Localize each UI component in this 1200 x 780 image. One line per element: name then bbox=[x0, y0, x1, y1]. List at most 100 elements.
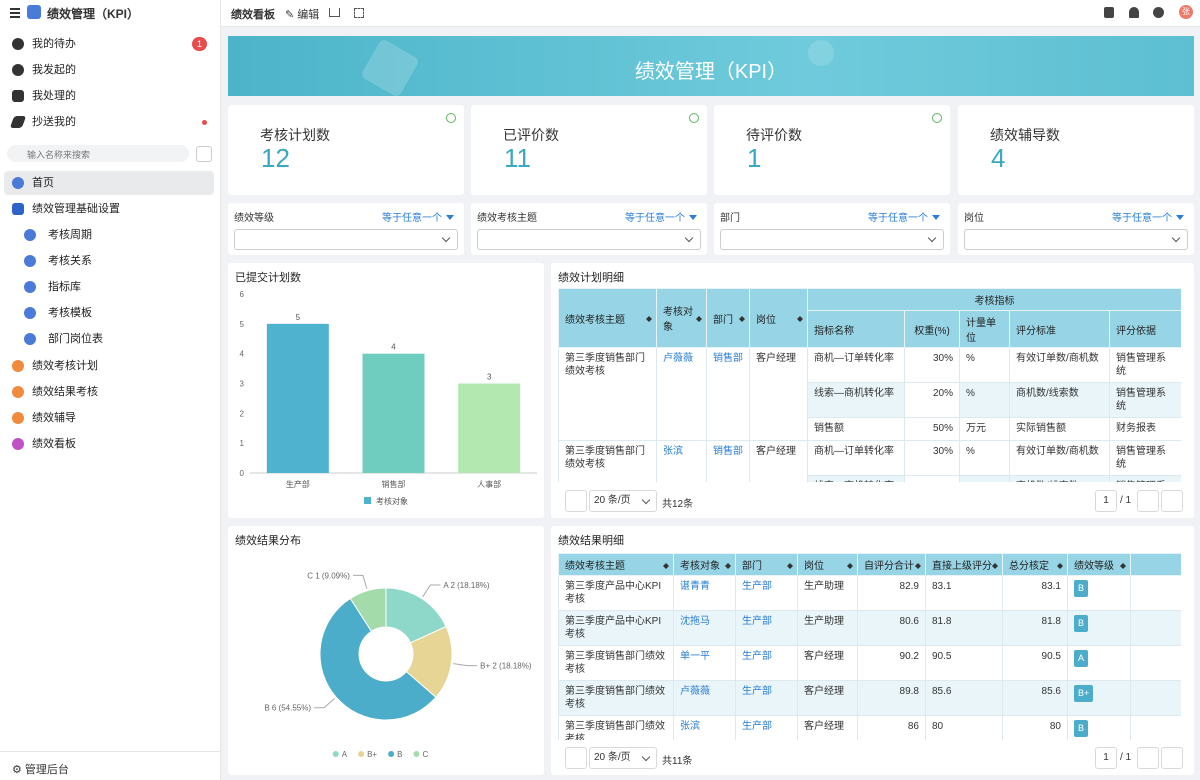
nav-item[interactable]: 绩效看板 bbox=[4, 432, 214, 456]
prev-page[interactable] bbox=[1137, 747, 1159, 769]
operator-text: 等于任意一个 bbox=[868, 213, 928, 224]
toggle-columns[interactable] bbox=[565, 490, 587, 512]
search[interactable]: 输入名称来搜索 bbox=[7, 145, 189, 162]
fullscreen-button[interactable] bbox=[354, 8, 364, 18]
sort-up bbox=[696, 313, 702, 319]
next-page[interactable] bbox=[1161, 747, 1183, 769]
task-item[interactable]: 我发起的 bbox=[4, 58, 214, 82]
nav-item[interactable]: 考核周期 bbox=[4, 223, 214, 247]
dept[interactable]: 销售部 bbox=[706, 347, 750, 441]
grade-badge: B bbox=[1074, 720, 1089, 737]
nav-item[interactable]: 考核模板 bbox=[4, 301, 214, 325]
chevron bbox=[441, 233, 451, 243]
sort-down bbox=[847, 565, 853, 572]
filter-select[interactable] bbox=[234, 229, 458, 250]
dept[interactable]: 销售部 bbox=[706, 440, 750, 482]
indicator-cell: 50% bbox=[904, 417, 960, 441]
indicator-cell: % bbox=[959, 475, 1010, 482]
help-button[interactable] bbox=[1153, 7, 1164, 18]
icon bbox=[12, 438, 24, 450]
filter-operator[interactable]: 等于任意一个 bbox=[625, 209, 697, 224]
cell: 83.1 bbox=[925, 575, 1003, 611]
next-page[interactable] bbox=[1161, 490, 1183, 512]
sort-up bbox=[739, 313, 745, 319]
page-input[interactable]: 1 bbox=[1095, 490, 1117, 512]
nav-item[interactable]: 绩效结果考核 bbox=[4, 380, 214, 404]
cell[interactable]: 生产部 bbox=[735, 610, 798, 646]
filter-select[interactable] bbox=[964, 229, 1188, 250]
share-button[interactable] bbox=[329, 8, 340, 17]
nav-item[interactable]: 首页 bbox=[4, 171, 214, 195]
add-button[interactable] bbox=[196, 146, 212, 162]
page-input[interactable]: 1 bbox=[1095, 747, 1117, 769]
header-cell: 考核对象 bbox=[656, 288, 707, 348]
cell: 85.6 bbox=[925, 680, 1003, 716]
cell: 第三季度销售部门绩效考核 bbox=[558, 645, 674, 681]
result-table: 绩效考核主题 考核对象 部门 岗位 自评分合计 直接上级评分 总分核定 绩效等级 第三季度产品中… bbox=[558, 553, 1181, 740]
cell: 89.8 bbox=[857, 680, 926, 716]
slice-label: B 6 (54.55%) bbox=[264, 704, 311, 713]
prev-page[interactable] bbox=[1137, 490, 1159, 512]
notification-button[interactable] bbox=[1129, 7, 1139, 18]
cell: 客户经理 bbox=[797, 680, 858, 716]
legend-swatch bbox=[358, 751, 365, 757]
filter-operator[interactable]: 等于任意一个 bbox=[1112, 209, 1184, 224]
page-size[interactable]: 20 条/页 bbox=[589, 747, 657, 769]
indicator-cell: 万元 bbox=[959, 417, 1010, 441]
filter-operator[interactable]: 等于任意一个 bbox=[382, 209, 454, 224]
cell: 90.5 bbox=[1002, 645, 1068, 681]
nav-item[interactable]: 绩效考核计划 bbox=[4, 354, 214, 378]
sort-down bbox=[992, 565, 998, 572]
indicator-cell: 30% bbox=[904, 440, 960, 476]
nav-item[interactable]: 指标库 bbox=[4, 275, 214, 299]
indicator-cell: 销售管理系统 bbox=[1108, 347, 1181, 383]
cell[interactable]: 生产部 bbox=[735, 715, 798, 740]
nav-item[interactable]: 绩效辅导 bbox=[4, 406, 214, 430]
header-cell: 计量单位 bbox=[959, 310, 1010, 348]
cell[interactable]: 生产部 bbox=[735, 575, 798, 611]
cell[interactable]: 卢薇薇 bbox=[673, 680, 736, 716]
task-item[interactable]: 我的待办 1 bbox=[4, 32, 214, 56]
row: 销售额 50% 万元 实际销售额 财务报表 bbox=[559, 417, 1181, 441]
task-item[interactable]: 抄送我的 bbox=[4, 110, 214, 134]
filter: 部门 等于任意一个 bbox=[714, 203, 950, 255]
filter-operator[interactable]: 等于任意一个 bbox=[868, 209, 940, 224]
avatar[interactable]: 张 bbox=[1179, 5, 1193, 19]
stat-card: 绩效辅导数 4 bbox=[958, 105, 1194, 195]
layout-button[interactable] bbox=[1104, 7, 1114, 18]
target[interactable]: 张滨 bbox=[656, 440, 707, 482]
banner-title: 绩效管理（KPI） bbox=[634, 61, 788, 83]
nav-item[interactable]: 部门岗位表 bbox=[4, 327, 214, 351]
cell[interactable]: 沈拖马 bbox=[673, 610, 736, 646]
nav-item[interactable]: 考核关系 bbox=[4, 249, 214, 273]
cell[interactable]: 生产部 bbox=[735, 645, 798, 681]
admin-link[interactable]: ⚙ 管理后台 bbox=[12, 764, 69, 776]
cell[interactable]: 张滨 bbox=[673, 715, 736, 740]
grade-cell: B bbox=[1067, 575, 1131, 611]
chevron bbox=[641, 752, 651, 762]
toggle-columns[interactable] bbox=[565, 747, 587, 769]
label: 部门岗位表 bbox=[48, 333, 103, 345]
stat-value: 12 bbox=[261, 143, 290, 173]
indicator-cell: % bbox=[959, 382, 1010, 418]
cell: 85.6 bbox=[1002, 680, 1068, 716]
cell: 83.1 bbox=[1002, 575, 1068, 611]
sort-up bbox=[1057, 560, 1063, 566]
nav-item[interactable]: 绩效管理基础设置 bbox=[4, 197, 214, 221]
edit-button[interactable]: ✎ 编辑 bbox=[285, 9, 320, 21]
page-size[interactable]: 20 条/页 bbox=[589, 490, 657, 512]
indicator-cell: 销售额 bbox=[807, 417, 905, 441]
cell[interactable]: 生产部 bbox=[735, 680, 798, 716]
icon bbox=[24, 229, 36, 241]
filter-select[interactable] bbox=[720, 229, 944, 250]
toolbar: 绩效看板 ✎ 编辑 张 bbox=[221, 0, 1200, 27]
menu-toggle[interactable] bbox=[10, 8, 20, 10]
target[interactable]: 卢薇薇 bbox=[656, 347, 707, 441]
filter-select[interactable] bbox=[477, 229, 701, 250]
cell[interactable]: 单一平 bbox=[673, 645, 736, 681]
task-item[interactable]: 我处理的 bbox=[4, 84, 214, 108]
stat-value: 1 bbox=[747, 143, 762, 173]
bar bbox=[458, 383, 521, 473]
cell[interactable]: 谌青青 bbox=[673, 575, 736, 611]
row: 第三季度销售部门绩效考核 卢薇薇 生产部 客户经理 89.8 85.6 85.6 B+ bbox=[558, 680, 1181, 716]
